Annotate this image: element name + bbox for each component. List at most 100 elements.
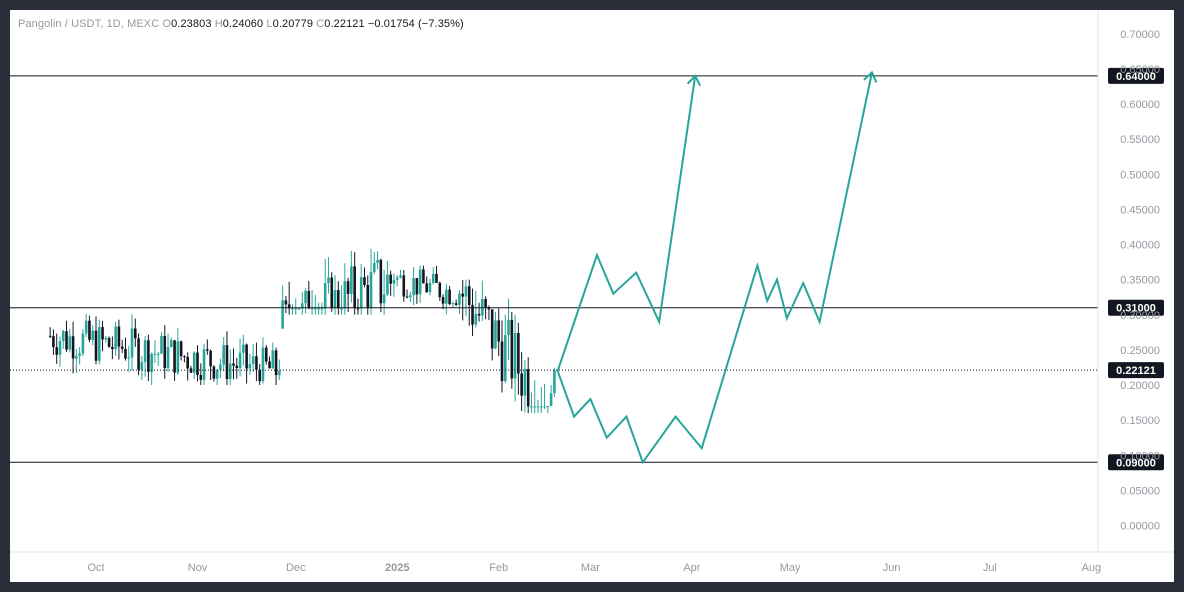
candle-body bbox=[94, 330, 98, 361]
x-tick-label: Aug bbox=[1082, 562, 1102, 574]
high-value: 0.24060 bbox=[222, 18, 264, 30]
candle-body bbox=[281, 300, 284, 329]
candle-body bbox=[461, 293, 465, 297]
y-tick-label: 0.70000 bbox=[1120, 29, 1160, 41]
candle-body bbox=[278, 370, 281, 376]
low-value: 0.20779 bbox=[272, 18, 314, 30]
candle-body bbox=[350, 266, 353, 294]
candle-body bbox=[314, 308, 317, 310]
candle-body bbox=[228, 363, 232, 380]
candle-body bbox=[464, 286, 468, 297]
candle-body bbox=[422, 269, 425, 284]
candle-body bbox=[448, 289, 451, 305]
candle-body bbox=[412, 278, 415, 296]
candle-body bbox=[405, 296, 409, 298]
candle-body bbox=[78, 353, 81, 356]
candle-body bbox=[428, 282, 432, 293]
candle-body bbox=[97, 327, 101, 361]
price-chart[interactable]: 0.64000 0.31000 0.09000 0.22121 0.70000 0.65… bbox=[10, 10, 1174, 582]
candle-body bbox=[192, 352, 196, 373]
candle-body bbox=[500, 341, 504, 382]
candle-body bbox=[199, 375, 203, 380]
candle-body bbox=[143, 340, 147, 362]
candle-body bbox=[163, 336, 167, 369]
candle-body bbox=[274, 350, 278, 376]
y-tick-label: 0.00000 bbox=[1120, 521, 1160, 533]
candle-body bbox=[441, 297, 445, 304]
candle-body bbox=[147, 340, 150, 372]
candle-body bbox=[376, 259, 379, 263]
candle-body bbox=[549, 393, 553, 407]
candle-body bbox=[471, 304, 474, 325]
y-tick-label: 0.20000 bbox=[1120, 380, 1160, 392]
candle-body bbox=[513, 333, 517, 379]
candle-body bbox=[474, 313, 478, 325]
candle-layer bbox=[48, 248, 556, 414]
candle-body bbox=[219, 364, 222, 370]
symbol-name: Pangolin / USDT, 1D, MEXC bbox=[18, 18, 160, 30]
level-layer: 0.64000 0.31000 0.09000 0.22121 bbox=[10, 67, 1164, 471]
candle-body bbox=[300, 303, 304, 309]
projection-path bbox=[556, 72, 873, 465]
candle-body bbox=[297, 308, 301, 310]
y-tick-label: 0.65000 bbox=[1120, 64, 1160, 76]
level-label-box bbox=[1108, 67, 1164, 84]
candle-body bbox=[317, 308, 320, 310]
candle-body bbox=[517, 333, 520, 374]
candle-body bbox=[494, 320, 497, 349]
x-tick-label: 2025 bbox=[385, 562, 409, 574]
candle-body bbox=[490, 309, 494, 349]
axis-layer: 0.70000 0.65000 0.60000 0.55000 0.50000 0.450… bbox=[10, 10, 1174, 574]
candle-body bbox=[458, 293, 461, 305]
candle-body bbox=[114, 326, 117, 350]
candle-body bbox=[503, 335, 507, 382]
candle-body bbox=[196, 352, 199, 376]
projection-arrowhead bbox=[686, 74, 702, 87]
candle-body bbox=[166, 347, 170, 369]
candle-body bbox=[510, 319, 514, 379]
candle-body bbox=[91, 330, 95, 340]
candle-body bbox=[176, 341, 180, 373]
y-tick-label: 0.15000 bbox=[1120, 415, 1160, 427]
symbol-legend: Pangolin / USDT, 1D, MEXC O0.23803 H0.24… bbox=[18, 18, 464, 30]
candle-body bbox=[379, 259, 383, 304]
candle-body bbox=[55, 347, 59, 355]
candle-body bbox=[48, 335, 52, 337]
candle-body bbox=[399, 275, 402, 278]
x-tick-label: Jul bbox=[983, 562, 997, 574]
candle-body bbox=[107, 337, 111, 347]
candle-body bbox=[477, 313, 481, 316]
y-tick-label: 0.45000 bbox=[1120, 204, 1160, 216]
candle-body bbox=[189, 368, 193, 373]
candle-body bbox=[323, 283, 327, 309]
candle-body bbox=[160, 336, 163, 354]
projection-path bbox=[556, 75, 697, 372]
candle-body bbox=[238, 352, 242, 369]
open-key: O bbox=[162, 18, 172, 30]
candle-body bbox=[225, 345, 229, 380]
change-value: −0.01754 (−7.35%) bbox=[367, 18, 464, 30]
candle-body bbox=[369, 272, 373, 309]
candle-body bbox=[88, 320, 91, 340]
candle-body bbox=[206, 349, 209, 351]
candle-body bbox=[130, 328, 134, 358]
level-label-box bbox=[1108, 454, 1164, 471]
candle-body bbox=[451, 303, 455, 305]
candle-body bbox=[52, 336, 55, 348]
candle-body bbox=[353, 266, 356, 309]
x-tick-label: Feb bbox=[489, 562, 508, 574]
candle-body bbox=[389, 274, 392, 284]
candle-body bbox=[101, 327, 104, 340]
candle-body bbox=[484, 299, 487, 308]
candle-body bbox=[209, 350, 212, 367]
candle-body bbox=[284, 300, 288, 305]
level-label: 0.09000 bbox=[1116, 457, 1156, 469]
x-tick-label: Nov bbox=[188, 562, 208, 574]
last-price-label: 0.22121 bbox=[1116, 365, 1156, 377]
candle-body bbox=[431, 273, 435, 283]
candle-body bbox=[418, 269, 422, 295]
candle-body bbox=[179, 341, 183, 357]
candle-body bbox=[271, 350, 275, 369]
candle-body bbox=[497, 320, 501, 342]
candle-body bbox=[81, 333, 85, 354]
